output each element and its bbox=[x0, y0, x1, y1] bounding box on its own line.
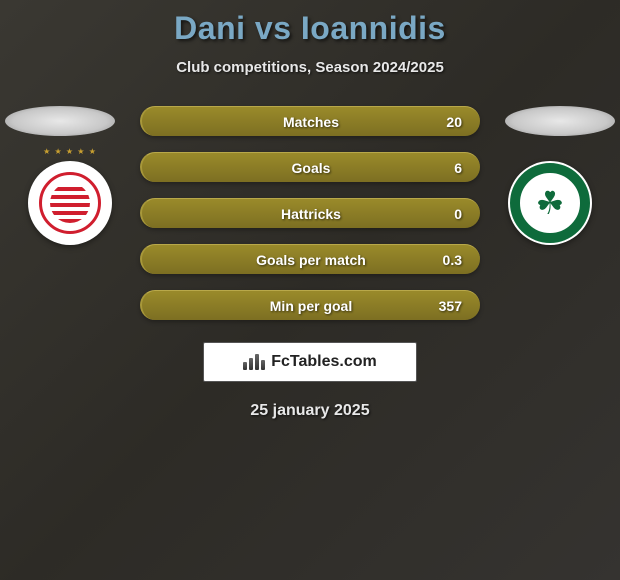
stat-value: 6 bbox=[454, 160, 462, 176]
stat-label: Matches bbox=[283, 114, 339, 130]
shamrock-icon: ☘ bbox=[536, 184, 565, 222]
comparison-subtitle: Club competitions, Season 2024/2025 bbox=[0, 59, 620, 76]
comparison-title: Dani vs Ioannidis bbox=[0, 10, 620, 47]
olympiacos-stars-icon: ★ ★ ★ ★ ★ bbox=[43, 147, 97, 156]
panathinaikos-badge: ☘ bbox=[508, 161, 592, 245]
stat-label: Min per goal bbox=[270, 298, 352, 314]
stats-list: Matches 20 Goals 6 Hattricks 0 Goals per… bbox=[140, 106, 480, 320]
stat-bar-goals-per-match: Goals per match 0.3 bbox=[140, 244, 480, 274]
snapshot-date: 25 january 2025 bbox=[0, 402, 620, 420]
infographic-container: Dani vs Ioannidis Club competitions, Sea… bbox=[0, 0, 620, 420]
stat-bar-matches: Matches 20 bbox=[140, 106, 480, 136]
main-content: ★ ★ ★ ★ ★ ☘ Matches 20 Goals 6 Hattricks… bbox=[0, 106, 620, 420]
club-badge-right: ☘ bbox=[500, 161, 600, 245]
stat-value: 0.3 bbox=[443, 252, 462, 268]
stat-label: Goals bbox=[292, 160, 331, 176]
stat-bar-hattricks: Hattricks 0 bbox=[140, 198, 480, 228]
club-badge-left: ★ ★ ★ ★ ★ bbox=[20, 161, 120, 245]
player-silhouette-left bbox=[5, 106, 115, 136]
stat-value: 357 bbox=[439, 298, 462, 314]
brand-attribution: FcTables.com bbox=[203, 342, 417, 382]
stat-label: Hattricks bbox=[281, 206, 341, 222]
stat-value: 0 bbox=[454, 206, 462, 222]
stat-label: Goals per match bbox=[256, 252, 366, 268]
olympiacos-badge: ★ ★ ★ ★ ★ bbox=[28, 161, 112, 245]
brand-text: FcTables.com bbox=[271, 353, 377, 371]
player-silhouette-right bbox=[505, 106, 615, 136]
bar-chart-icon bbox=[243, 354, 265, 370]
stat-bar-goals: Goals 6 bbox=[140, 152, 480, 182]
stat-value: 20 bbox=[446, 114, 462, 130]
stat-bar-min-per-goal: Min per goal 357 bbox=[140, 290, 480, 320]
